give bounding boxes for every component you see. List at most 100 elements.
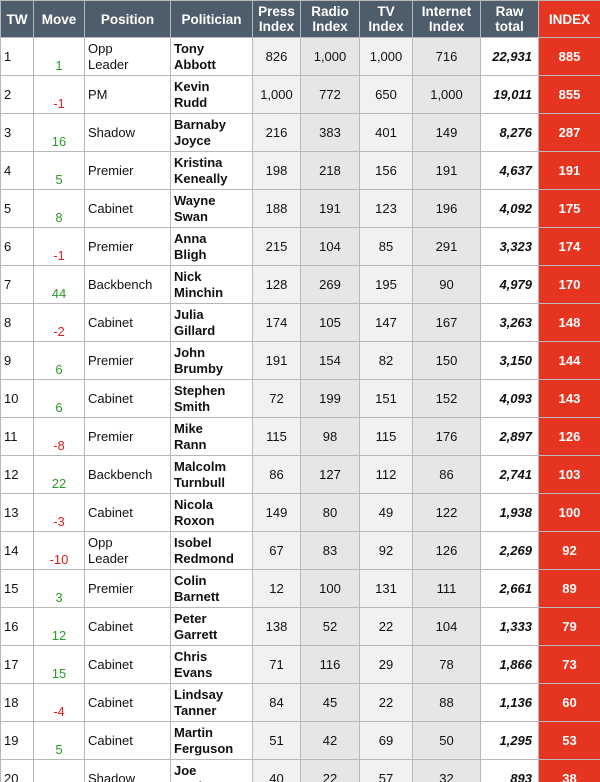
press-index-cell: 215 [252, 227, 301, 266]
politician-cell: Joe Hockey [170, 759, 253, 782]
tv-index-cell: 151 [359, 379, 413, 418]
politician-cell: Nicola Roxon [170, 493, 253, 532]
table-row: 1 1 Opp Leader Tony Abbott 826 1,000 1,000 716 2… [0, 37, 600, 76]
position-cell: Backbench [84, 455, 171, 494]
position-cell: PM [84, 75, 171, 114]
raw-total-cell: 2,269 [480, 531, 539, 570]
index-cell: 38 [538, 759, 600, 782]
move-cell: 16 [33, 113, 85, 152]
index-cell: 143 [538, 379, 600, 418]
index-cell: 191 [538, 151, 600, 190]
table-row: 11 -8 Premier Mike Rann 115 98 115 176 2,897 126 [0, 417, 600, 456]
raw-total-cell: 22,931 [480, 37, 539, 76]
index-cell: 89 [538, 569, 600, 608]
internet-index-cell: 716 [412, 37, 481, 76]
rank-cell: 14 [0, 531, 34, 570]
radio-index-cell: 154 [300, 341, 360, 380]
table-row: 10 6 Cabinet Stephen Smith 72 199 151 152 4,093 1… [0, 379, 600, 418]
index-cell: 175 [538, 189, 600, 228]
raw-total-cell: 2,741 [480, 455, 539, 494]
internet-index-cell: 86 [412, 455, 481, 494]
rank-cell: 5 [0, 189, 34, 228]
radio-index-cell: 383 [300, 113, 360, 152]
raw-total-cell: 3,150 [480, 341, 539, 380]
table-row: 18 -4 Cabinet Lindsay Tanner 84 45 22 88 1,136 60 [0, 683, 600, 722]
raw-total-cell: 1,938 [480, 493, 539, 532]
position-cell: Premier [84, 569, 171, 608]
header-politician: Politician [170, 0, 253, 38]
rank-cell: 15 [0, 569, 34, 608]
radio-index-cell: 218 [300, 151, 360, 190]
position-cell: Backbench [84, 265, 171, 304]
politician-cell: Mike Rann [170, 417, 253, 456]
table-row: 9 6 Premier John Brumby 191 154 82 150 3,150 144 [0, 341, 600, 380]
rank-cell: 6 [0, 227, 34, 266]
index-cell: 79 [538, 607, 600, 646]
index-cell: 855 [538, 75, 600, 114]
tv-index-cell: 57 [359, 759, 413, 782]
move-cell: 22 [33, 455, 85, 494]
politician-cell: Malcolm Turnbull [170, 455, 253, 494]
internet-index-cell: 122 [412, 493, 481, 532]
header-row: TW Move Position Politician Press Index Radio… [0, 0, 600, 38]
header-tv-index: TV Index [359, 0, 413, 38]
position-cell: Opp Leader [84, 531, 171, 570]
radio-index-cell: 191 [300, 189, 360, 228]
index-cell: 73 [538, 645, 600, 684]
raw-total-cell: 8,276 [480, 113, 539, 152]
press-index-cell: 198 [252, 151, 301, 190]
raw-total-cell: 1,333 [480, 607, 539, 646]
index-cell: 100 [538, 493, 600, 532]
internet-index-cell: 126 [412, 531, 481, 570]
tv-index-cell: 92 [359, 531, 413, 570]
header-rank: TW [0, 0, 34, 38]
raw-total-cell: 1,136 [480, 683, 539, 722]
index-cell: 103 [538, 455, 600, 494]
move-cell: -1 [33, 227, 85, 266]
tv-index-cell: 69 [359, 721, 413, 760]
table-row: 13 -3 Cabinet Nicola Roxon 149 80 49 122 1,938 10… [0, 493, 600, 532]
press-index-cell: 67 [252, 531, 301, 570]
move-cell: 12 [33, 607, 85, 646]
position-cell: Cabinet [84, 379, 171, 418]
table-row: 5 8 Cabinet Wayne Swan 188 191 123 196 4,092 175 [0, 189, 600, 228]
table-row: 6 -1 Premier Anna Bligh 215 104 85 291 3,323 174 [0, 227, 600, 266]
internet-index-cell: 167 [412, 303, 481, 342]
press-index-cell: 86 [252, 455, 301, 494]
position-cell: Cabinet [84, 303, 171, 342]
raw-total-cell: 4,979 [480, 265, 539, 304]
index-cell: 148 [538, 303, 600, 342]
move-cell: -3 [33, 493, 85, 532]
index-cell: 126 [538, 417, 600, 456]
header-raw-total: Raw total [480, 0, 539, 38]
press-index-cell: 71 [252, 645, 301, 684]
internet-index-cell: 50 [412, 721, 481, 760]
internet-index-cell: 191 [412, 151, 481, 190]
move-cell: 8 [33, 189, 85, 228]
radio-index-cell: 199 [300, 379, 360, 418]
header-position: Position [84, 0, 171, 38]
header-index: INDEX [538, 0, 600, 38]
internet-index-cell: 32 [412, 759, 481, 782]
position-cell: Shadow [84, 759, 171, 782]
politician-cell: Lindsay Tanner [170, 683, 253, 722]
tv-index-cell: 82 [359, 341, 413, 380]
rank-cell: 20 [0, 759, 34, 782]
press-index-cell: 115 [252, 417, 301, 456]
rank-cell: 12 [0, 455, 34, 494]
politician-cell: John Brumby [170, 341, 253, 380]
rank-cell: 11 [0, 417, 34, 456]
rank-cell: 17 [0, 645, 34, 684]
rank-cell: 7 [0, 265, 34, 304]
radio-index-cell: 1,000 [300, 37, 360, 76]
internet-index-cell: 104 [412, 607, 481, 646]
index-cell: 144 [538, 341, 600, 380]
internet-index-cell: 78 [412, 645, 481, 684]
index-cell: 174 [538, 227, 600, 266]
internet-index-cell: 196 [412, 189, 481, 228]
press-index-cell: 174 [252, 303, 301, 342]
politician-cell: Stephen Smith [170, 379, 253, 418]
press-index-cell: 40 [252, 759, 301, 782]
tv-index-cell: 112 [359, 455, 413, 494]
raw-total-cell: 4,093 [480, 379, 539, 418]
